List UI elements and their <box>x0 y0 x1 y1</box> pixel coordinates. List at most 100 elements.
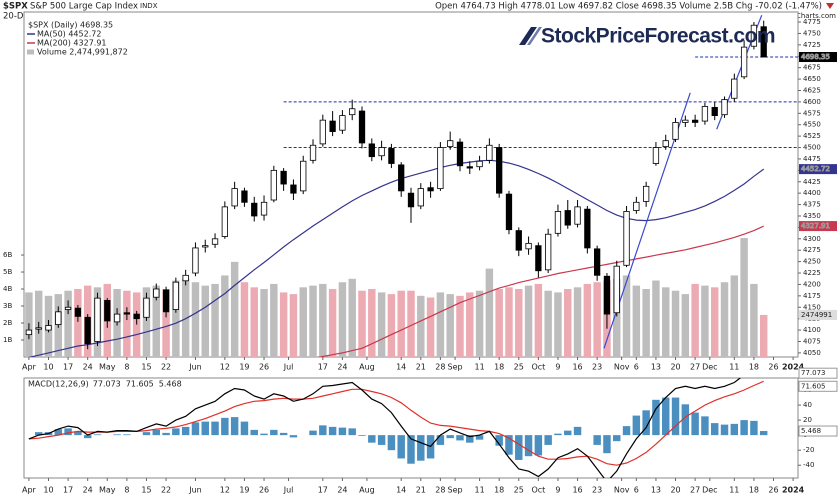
histogram-bar <box>338 427 347 436</box>
histogram-bar <box>152 429 160 436</box>
histogram-bar <box>377 435 386 445</box>
x-tick-label: 6 <box>634 363 639 372</box>
histogram-bar <box>622 426 631 436</box>
volume-bar <box>279 292 288 357</box>
candle-body <box>682 119 689 123</box>
volume-bar <box>436 292 445 357</box>
volume-bar <box>632 285 641 357</box>
candle-body <box>496 147 503 194</box>
x-tick-label: Jul <box>283 363 294 372</box>
volume-bar <box>515 289 523 357</box>
candle-body <box>270 169 277 201</box>
x-tick-label: 10 <box>43 486 53 495</box>
histogram-bar <box>740 420 748 436</box>
x-tick-label: 17 <box>318 486 328 495</box>
x-tick-label: 12 <box>220 486 230 495</box>
candle-body <box>398 164 405 192</box>
candle-body <box>603 275 611 315</box>
x-tick-label: Aug <box>359 486 375 495</box>
x-tick-label: 24 <box>83 363 93 372</box>
histogram-bar <box>309 430 317 436</box>
histogram-bar <box>162 432 170 436</box>
histogram-bar <box>221 417 229 436</box>
candle-body <box>329 120 336 132</box>
quote: Open 4764.73 High 4778.01 Low 4697.82 Cl… <box>435 2 822 12</box>
x-tick-label: 20 <box>670 363 680 372</box>
volume-bar <box>368 289 376 357</box>
histogram-bar <box>64 428 72 436</box>
candle-body <box>642 185 650 202</box>
volume-tick-label: 1B <box>3 336 12 344</box>
candle-body <box>309 144 317 161</box>
ma-box-box <box>799 164 837 175</box>
x-tick-label: 12 <box>220 363 230 372</box>
x-tick-label: 13 <box>651 486 661 495</box>
volume-bar <box>74 289 82 357</box>
candle-body <box>613 265 620 314</box>
x-tick-label: 27 <box>690 363 700 372</box>
candle-body <box>25 329 33 336</box>
x-tick-label: 18 <box>494 363 504 372</box>
volume-bar <box>485 268 494 357</box>
volume-bar <box>250 287 258 357</box>
candle-body <box>162 289 170 313</box>
y-tick-label: 4675 <box>803 64 821 72</box>
y-tick-label: 4300 <box>803 235 821 243</box>
x-tick-label: 26 <box>768 486 778 495</box>
candle-body <box>652 147 660 164</box>
price-box-box <box>799 52 837 63</box>
y-tick-label: 4200 <box>803 280 821 288</box>
candle-body <box>251 202 258 217</box>
volume-bar <box>387 294 396 357</box>
candle-body <box>349 108 356 116</box>
volume-bar <box>426 297 435 357</box>
y-tick-label: 4500 <box>803 144 821 152</box>
x-tick-label: 24 <box>337 486 347 495</box>
moving-average <box>28 159 765 357</box>
volume-bar <box>162 289 170 357</box>
candle-body <box>55 311 62 325</box>
candle-body <box>466 166 473 169</box>
histogram-bar <box>554 433 562 436</box>
macd-box-box <box>798 380 838 392</box>
candle-body <box>760 26 767 58</box>
x-tick-label: 24 <box>83 486 93 495</box>
volume-bar <box>417 295 425 357</box>
volume-bar <box>720 282 729 357</box>
x-tick-label: 28 <box>435 486 445 495</box>
x-tick-label: 15 <box>141 363 151 372</box>
x-tick-label: 21 <box>416 363 426 372</box>
candle-body <box>221 206 228 237</box>
x-tick-label: 20 <box>670 486 680 495</box>
histogram-bar <box>671 397 680 436</box>
volume-bar <box>740 238 748 357</box>
candle-body <box>545 233 552 271</box>
candle-body <box>241 190 248 203</box>
y-tick-label: 4775 <box>803 18 821 26</box>
candle-body <box>358 110 366 144</box>
candle-body <box>750 24 758 47</box>
volume-tick-label: 5B <box>3 268 12 276</box>
histogram-bar <box>632 415 641 436</box>
histogram-bar <box>93 434 102 436</box>
histogram-bar <box>691 412 699 436</box>
x-tick-label: 17 <box>63 363 73 372</box>
x-tick-label: 22 <box>161 486 171 495</box>
y-tick-label: 4350 <box>803 212 821 220</box>
volume-bar <box>201 285 209 357</box>
histogram-bar <box>279 432 288 436</box>
y-tick-label: -40 <box>803 461 814 469</box>
histogram-bar <box>524 435 533 457</box>
x-tick-label: 23 <box>592 363 602 372</box>
y-tick-label: 4275 <box>803 246 821 254</box>
histogram-bar <box>642 410 650 436</box>
price-plot <box>25 14 798 357</box>
x-tick-label: Nov <box>614 486 630 495</box>
histogram-bar <box>407 435 415 464</box>
x-tick-label: 27 <box>690 486 700 495</box>
volume-bar <box>701 285 709 357</box>
histogram-bar <box>54 429 63 436</box>
candle-body <box>319 119 326 145</box>
x-tick-label: 11 <box>729 486 739 495</box>
histogram-bar <box>260 433 268 436</box>
